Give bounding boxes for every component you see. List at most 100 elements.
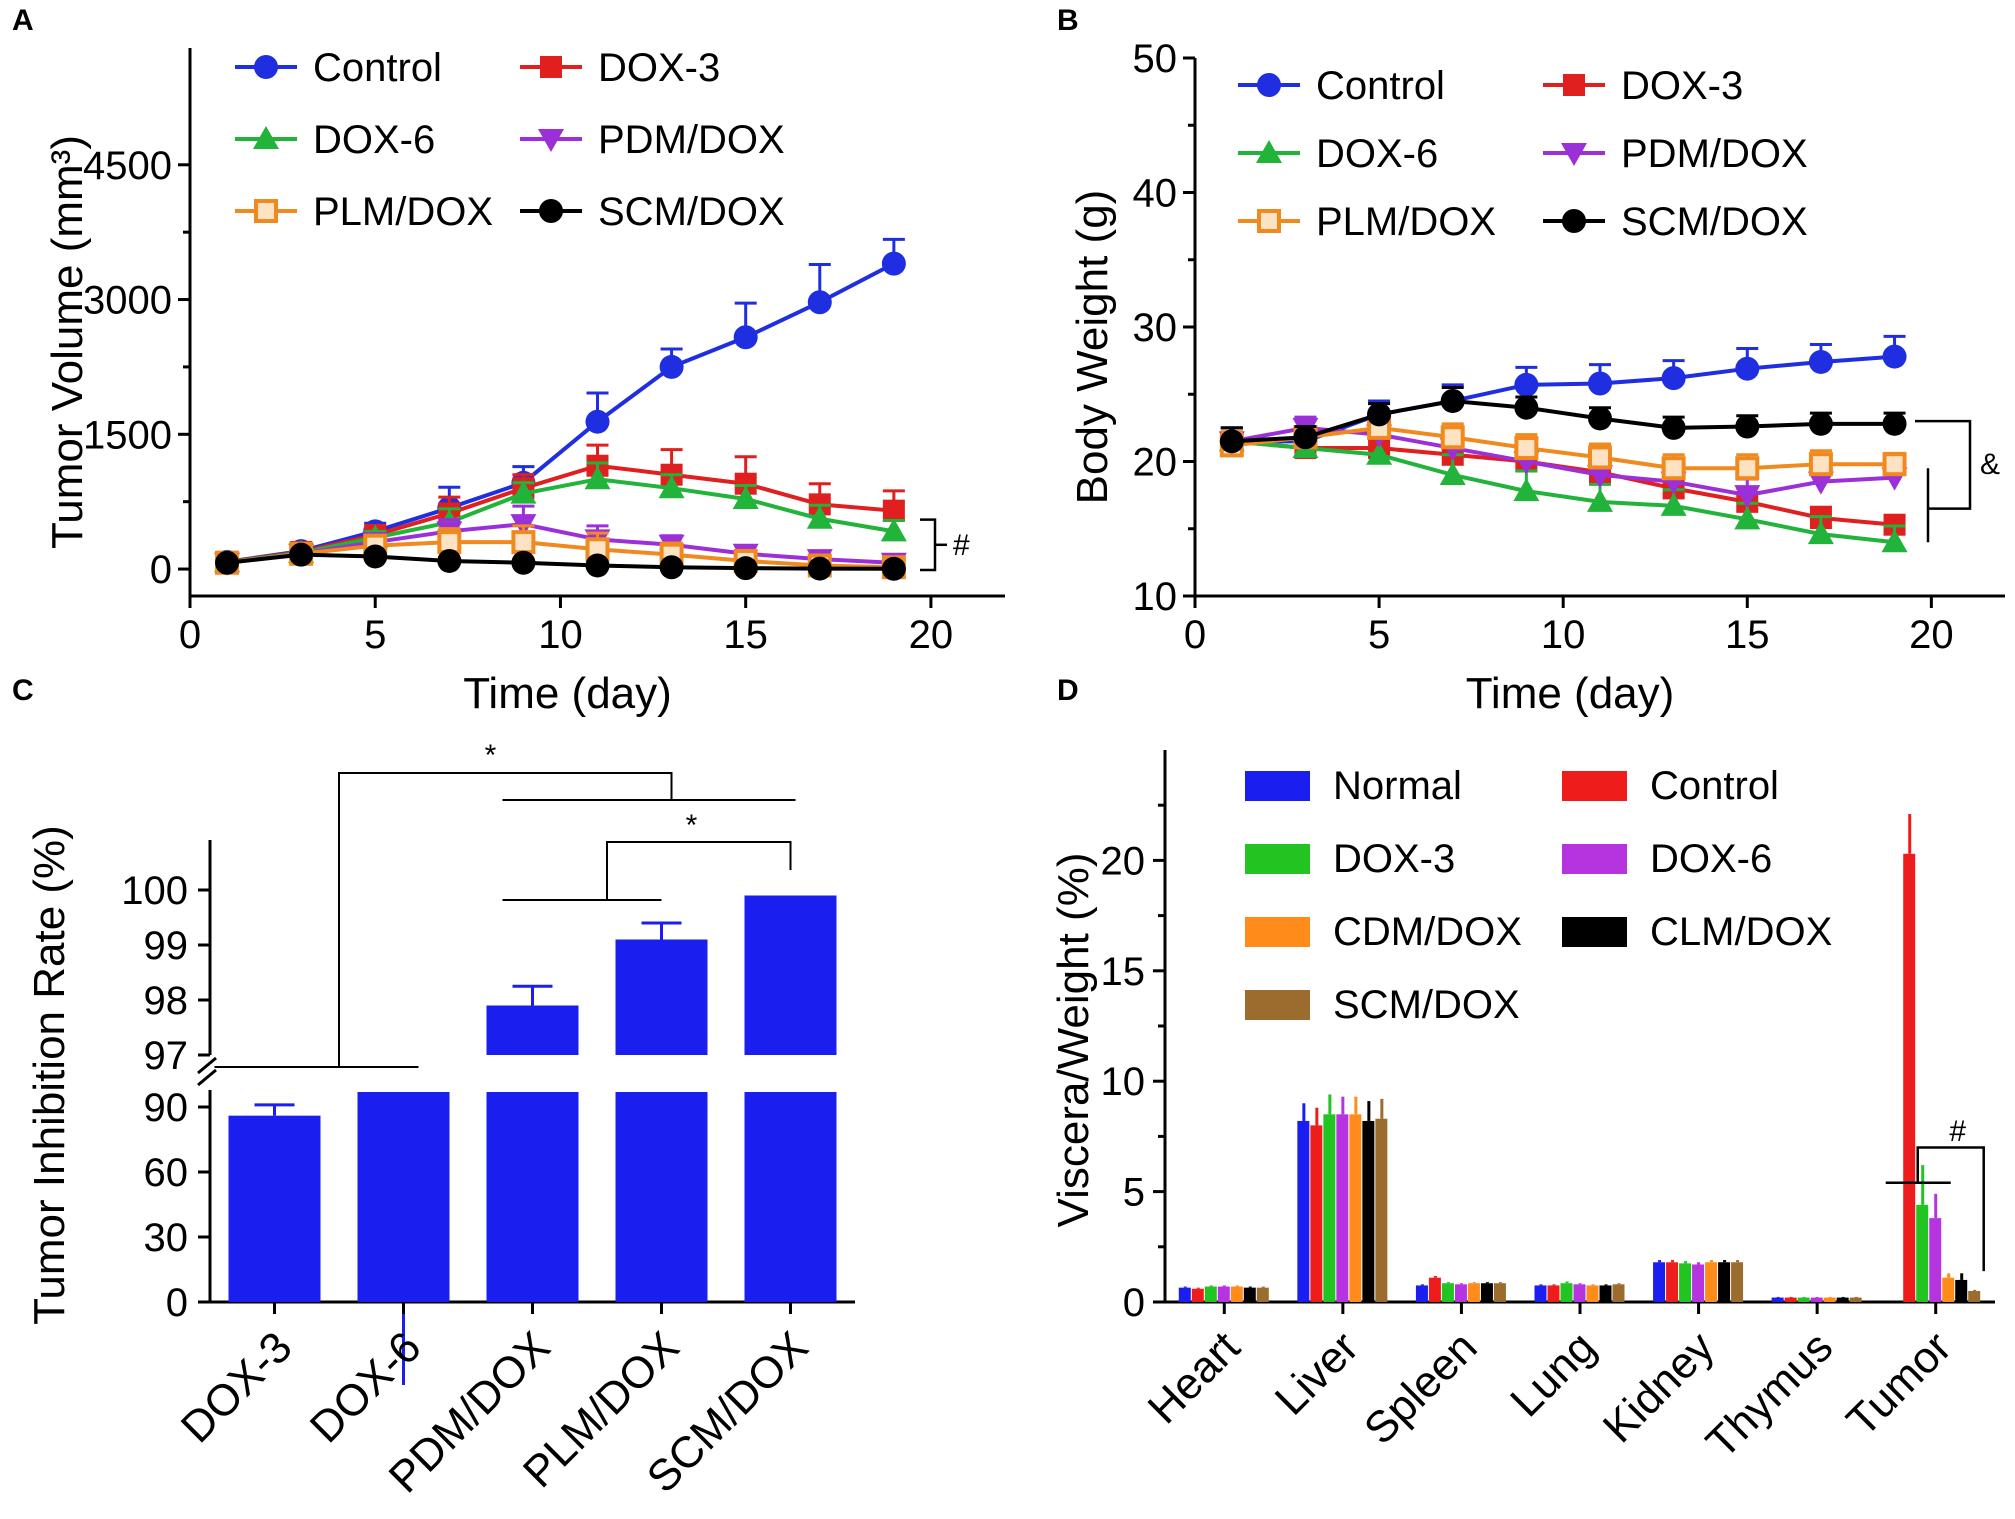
legend-label-dox-6: DOX-6 [1650,837,1772,881]
data-point [806,505,833,529]
legend-label-dox-6: DOX-6 [313,118,435,162]
y-tick-label: 50 [1133,37,1178,81]
legend-label-clm-dox: CLM/DOX [1650,910,1832,954]
y-tick-label: 1500 [83,413,172,457]
significance-bracket [1915,419,1972,510]
legend-swatch [1562,844,1627,874]
bar-lung-dox-6 [1573,1284,1586,1302]
bar-kidney-control [1666,1262,1679,1302]
x-tick-label: 10 [1541,613,1586,657]
bar-upper-plm-dox [615,939,708,1055]
panel-letter-b: B [1057,4,1079,37]
bar-lung-normal [1534,1285,1547,1302]
bar-liver-cdm-dox [1349,1114,1362,1302]
bar-kidney-cdm-dox [1705,1262,1718,1302]
bar-kidney-normal [1653,1262,1666,1302]
significance-bracket [920,518,937,572]
bar-thymus-scm-dox [1849,1297,1862,1302]
data-point [215,550,240,575]
legend-label-cdm-dox: CDM/DOX [1333,910,1522,954]
bar-thymus-dox-3 [1797,1297,1810,1302]
y-tick-label: 97 [144,1034,189,1078]
axis-break-mark [197,1068,217,1087]
y-tick-label: 90 [144,1086,189,1130]
data-point [1366,441,1393,465]
data-point [1808,349,1833,374]
x-tick-label: 15 [723,613,768,657]
data-point [1735,414,1760,439]
legend-marker [539,199,563,223]
bar-lower-scm-dox [744,1092,837,1302]
x-tick-label: 20 [1909,613,1954,657]
y-tick-label: 0 [166,1281,188,1325]
y-tick-label: 0 [150,548,172,592]
bar-thymus-normal [1771,1297,1784,1302]
x-tick-label: Thymus [1697,1322,1842,1467]
legend-swatch [1562,917,1627,947]
bar-heart-cdm-dox [1230,1286,1243,1302]
y-tick-label: 99 [144,924,189,968]
x-axis-title: Time (day) [1466,669,1675,718]
legend-label-normal: Normal [1333,764,1462,808]
y-axis-title: Tumor Volume (mm³) [43,135,92,549]
data-point [1882,452,1907,477]
data-point [1587,464,1613,488]
significance-bracket [1916,1146,1985,1272]
legend-label-scm-dox: SCM/DOX [1333,983,1520,1027]
data-point [1440,425,1465,450]
legend-swatch [1562,771,1627,801]
legend-label-plm-dox: PLM/DOX [1316,200,1496,244]
y-axis-title: Tumor Inhibition Rate (%) [25,825,74,1325]
data-point [1735,356,1760,381]
legend-marker [1256,140,1282,163]
x-tick-label: Lung [1501,1322,1605,1426]
y-tick-label: 20 [1133,441,1178,485]
series-line-control [226,261,895,564]
bar-liver-normal [1297,1120,1310,1302]
data-point [1661,456,1686,481]
legend-marker [1257,209,1281,233]
legend-label-pdm-dox: PDM/DOX [598,118,785,162]
significance-mark: & [1980,448,2000,481]
data-point [732,485,759,509]
bar-lower-plm-dox [615,1092,708,1302]
panel-a-tumor-volume-chart: 0 5 10 15 20 0 1500 3000 4500 Time (day) Tumor Vol… [43,46,1005,718]
data-point [659,555,684,580]
legend-label-plm-dox: PLM/DOX [313,190,493,234]
bar-spleen-dox-3 [1441,1283,1454,1302]
bar-liver-dox-3 [1323,1114,1336,1302]
bar-thymus-cdm-dox [1823,1297,1836,1302]
bar-lung-clm-dox [1599,1285,1612,1302]
data-point [1807,471,1834,495]
data-point [1734,506,1761,530]
bar-lung-dox-3 [1560,1283,1573,1302]
bar-upper-scm-dox [744,895,837,1055]
data-point [1367,402,1392,427]
y-tick-label: 40 [1133,172,1178,216]
bar-kidney-dox-3 [1679,1263,1692,1302]
y-tick-label: 60 [144,1151,189,1195]
legend-label-scm-dox: SCM/DOX [1621,200,1808,244]
data-point [437,548,462,573]
legend-label-dox-3: DOX-3 [598,46,720,90]
bar-liver-scm-dox [1375,1118,1388,1302]
x-tick-label: DOX-3 [172,1322,302,1452]
bar-kidney-scm-dox [1731,1262,1744,1302]
x-tick-label: Liver [1266,1322,1368,1424]
bar-liver-clm-dox [1362,1120,1375,1302]
legend-marker [1562,209,1586,233]
significance-mark: * [485,739,497,772]
series-line-plm-dox [226,540,894,570]
y-tick-label: 98 [144,979,189,1023]
data-point [1808,452,1833,477]
legend-label-control: Control [313,46,442,90]
bar-heart-normal [1178,1287,1191,1302]
data-point [1513,478,1540,502]
data-point [1735,456,1760,481]
y-tick-label: 4500 [83,144,172,188]
series-scm-dox [1219,386,1907,454]
panel-letter-d: D [1057,674,1079,707]
bar-kidney-dox-6 [1692,1264,1705,1302]
data-point [1734,485,1761,509]
x-tick-label: 20 [909,613,954,657]
